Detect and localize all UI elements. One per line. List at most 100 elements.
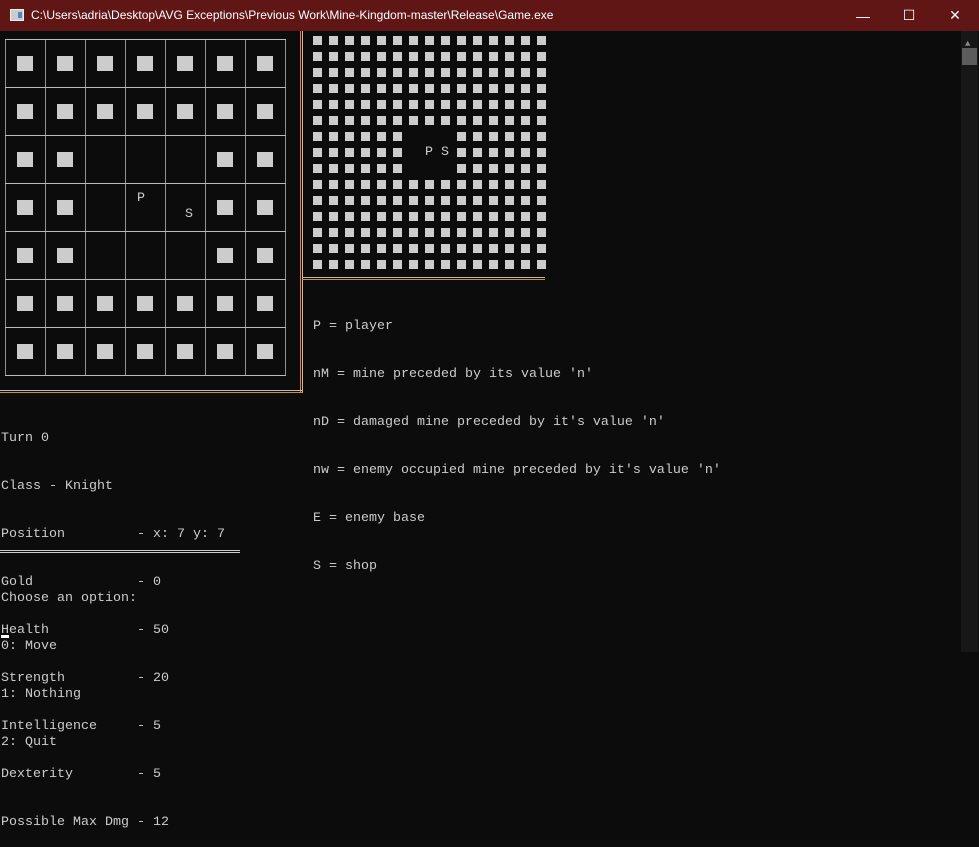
grid-line-horizontal xyxy=(5,279,286,280)
world-mine-cell xyxy=(329,164,338,173)
world-mine-cell xyxy=(537,132,546,141)
scrollbar-thumb[interactable] xyxy=(962,48,977,65)
world-mine-cell xyxy=(313,148,322,157)
world-mine-cell xyxy=(329,212,338,221)
world-mine-cell xyxy=(329,68,338,77)
console-app-icon xyxy=(10,9,24,21)
mine-cell xyxy=(17,200,33,215)
mine-cell xyxy=(217,200,233,215)
world-mine-cell xyxy=(441,228,450,237)
world-mine-cell xyxy=(409,244,418,253)
close-button[interactable]: ✕ xyxy=(949,7,961,23)
world-mine-cell xyxy=(313,68,322,77)
status-divider-2 xyxy=(0,552,240,553)
grid-line-vertical xyxy=(245,39,246,376)
world-mine-cell xyxy=(361,244,370,253)
menu-option-nothing[interactable]: 1: Nothing xyxy=(1,687,81,702)
world-mine-cell xyxy=(425,244,434,253)
world-mine-cell xyxy=(489,132,498,141)
status-divider xyxy=(0,550,240,551)
menu-option-quit[interactable]: 2: Quit xyxy=(1,735,57,750)
world-mine-cell xyxy=(521,132,530,141)
stat-max-dmg: Possible Max Dmg - 12 xyxy=(1,815,169,830)
world-mine-cell xyxy=(313,196,322,205)
world-mine-cell xyxy=(361,84,370,93)
mine-cell xyxy=(177,344,193,359)
world-mine-cell xyxy=(345,132,354,141)
world-mine-cell xyxy=(377,132,386,141)
world-mine-cell xyxy=(409,116,418,125)
world-mine-cell xyxy=(393,212,402,221)
world-mine-cell xyxy=(505,180,514,189)
world-mine-cell xyxy=(441,180,450,189)
world-mine-cell xyxy=(457,260,466,269)
world-mine-cell xyxy=(473,52,482,61)
world-mine-cell xyxy=(377,68,386,77)
world-mine-cell xyxy=(313,260,322,269)
mine-cell xyxy=(137,296,153,311)
world-mine-cell xyxy=(505,260,514,269)
scrollbar[interactable]: ▲ xyxy=(961,31,978,652)
mine-cell xyxy=(137,104,153,119)
world-mine-cell xyxy=(377,148,386,157)
world-mine-cell xyxy=(537,148,546,157)
world-mine-cell xyxy=(537,36,546,45)
world-mine-cell xyxy=(345,196,354,205)
world-mine-cell xyxy=(473,228,482,237)
world-mine-cell xyxy=(521,52,530,61)
mine-cell xyxy=(217,56,233,71)
world-mine-cell xyxy=(345,260,354,269)
world-mine-cell xyxy=(377,164,386,173)
world-mine-cell xyxy=(329,132,338,141)
world-mine-cell xyxy=(457,164,466,173)
world-mine-cell xyxy=(345,228,354,237)
world-mine-cell xyxy=(505,244,514,253)
world-mine-cell xyxy=(377,36,386,45)
world-mine-cell xyxy=(409,260,418,269)
mine-cell xyxy=(57,200,73,215)
world-mine-cell xyxy=(441,196,450,205)
scroll-up-icon[interactable]: ▲ xyxy=(965,39,971,49)
world-mine-cell xyxy=(393,100,402,109)
grid-line-vertical xyxy=(5,39,6,376)
world-mine-cell xyxy=(521,212,530,221)
world-player-marker: P xyxy=(425,145,433,160)
menu-option-move[interactable]: 0: Move xyxy=(1,639,57,654)
world-mine-cell xyxy=(425,196,434,205)
mine-cell xyxy=(257,344,273,359)
world-mine-cell xyxy=(361,148,370,157)
world-mine-cell xyxy=(425,228,434,237)
minimize-button[interactable]: — xyxy=(856,7,870,24)
world-mine-cell xyxy=(521,180,530,189)
world-mine-cell xyxy=(345,164,354,173)
world-mine-cell xyxy=(409,36,418,45)
mine-cell xyxy=(177,56,193,71)
maximize-button[interactable]: ☐ xyxy=(902,7,916,23)
world-mine-cell xyxy=(361,228,370,237)
world-mine-cell xyxy=(329,148,338,157)
world-mine-cell xyxy=(329,84,338,93)
world-mine-cell xyxy=(345,244,354,253)
world-mine-cell xyxy=(505,228,514,237)
world-mine-cell xyxy=(521,228,530,237)
world-mine-cell xyxy=(489,164,498,173)
world-mine-cell xyxy=(537,180,546,189)
mine-cell xyxy=(257,56,273,71)
world-mine-cell xyxy=(457,212,466,221)
world-mine-cell xyxy=(457,36,466,45)
world-mine-cell xyxy=(537,84,546,93)
mine-cell xyxy=(17,56,33,71)
world-mine-cell xyxy=(409,52,418,61)
world-mine-cell xyxy=(457,180,466,189)
world-mine-cell xyxy=(537,212,546,221)
world-mine-cell xyxy=(489,68,498,77)
mine-cell xyxy=(57,56,73,71)
world-mine-cell xyxy=(345,148,354,157)
world-mine-cell xyxy=(537,196,546,205)
world-map-divider xyxy=(302,277,545,278)
mine-cell xyxy=(97,56,113,71)
world-mine-cell xyxy=(537,260,546,269)
world-mine-cell xyxy=(345,84,354,93)
mine-cell xyxy=(97,344,113,359)
world-mine-cell xyxy=(537,164,546,173)
